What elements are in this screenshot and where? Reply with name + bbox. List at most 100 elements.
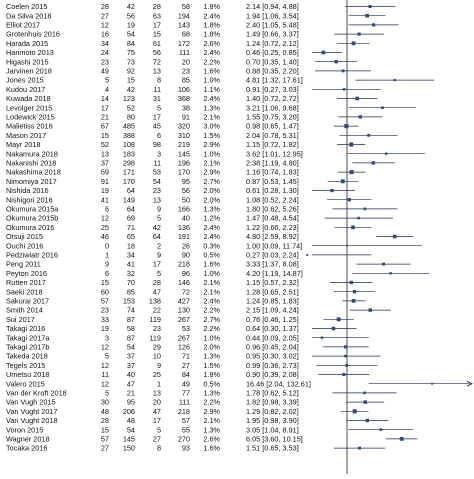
total-group1: 64 xyxy=(127,186,135,195)
study-label: Van Vught 2017 xyxy=(6,407,58,416)
total-group2: 427 xyxy=(178,297,190,306)
study-label: Van Vugh 2015 xyxy=(6,398,56,407)
study-label: Rutten 2017 xyxy=(6,278,46,287)
weight-label: 1.5% xyxy=(203,131,220,140)
ci-arrow xyxy=(466,380,474,387)
total-group2: 90 xyxy=(182,251,190,260)
point-estimate xyxy=(363,400,367,404)
study-label: Da Silva 2018 xyxy=(6,11,51,20)
total-group2: 106 xyxy=(178,85,190,94)
events-group1: 57 xyxy=(101,435,109,444)
events-group1: 23 xyxy=(101,306,109,315)
total-group2: 55 xyxy=(182,425,190,434)
study-label: Van Vught 2018 xyxy=(6,416,58,425)
events-group2: 28 xyxy=(153,2,161,11)
point-estimate xyxy=(384,152,388,155)
total-group2: 20 xyxy=(182,57,190,66)
total-group2: 310 xyxy=(178,131,190,140)
point-estimate xyxy=(363,391,366,395)
point-estimate xyxy=(389,272,392,275)
total-group1: 54 xyxy=(127,425,135,434)
events-group1: 37 xyxy=(101,159,109,168)
point-estimate xyxy=(346,244,348,247)
weight-label: 2.2% xyxy=(203,324,220,333)
study-label: Van der Kroft 2018 xyxy=(6,389,67,398)
study-label: Sui 2017 xyxy=(6,315,35,324)
ci-label: 1.55 [0.75, 3.20] xyxy=(246,113,299,122)
point-estimate xyxy=(357,216,361,220)
weight-label: 1.2% xyxy=(203,214,220,223)
study-label: Mayr 2018 xyxy=(6,140,40,149)
weight-label: 1.3% xyxy=(203,205,220,214)
point-estimate xyxy=(321,50,326,55)
events-group1: 24 xyxy=(101,48,109,57)
weight-label: 2.7% xyxy=(203,315,220,324)
study-label: Elliot 2017 xyxy=(6,21,40,30)
point-estimate xyxy=(352,290,357,294)
ci-label: 0.87 [0.53, 1.45] xyxy=(246,177,299,186)
study-label: Lodewick 2015 xyxy=(6,113,55,122)
total-group1: 21 xyxy=(127,389,135,398)
events-group1: 12 xyxy=(101,343,109,352)
ci-label: 3.05 [1.04, 8.91] xyxy=(246,425,299,434)
events-group1: 67 xyxy=(101,122,109,131)
ci-label: 0.99 [0.36, 2.73] xyxy=(246,361,299,370)
total-group1: 171 xyxy=(123,168,135,177)
total-group2: 27 xyxy=(182,361,190,370)
events-group2: 47 xyxy=(153,407,161,416)
events-group2: 9 xyxy=(157,361,161,370)
study-label: Okumura 2015a xyxy=(6,205,59,214)
total-group2: 50 xyxy=(182,195,190,204)
events-group1: 6 xyxy=(105,269,109,278)
point-estimate xyxy=(393,78,396,82)
study-label: Wagner 2018 xyxy=(6,435,50,444)
ci-label: 0.91 [0.27, 3.03] xyxy=(246,85,299,94)
point-estimate xyxy=(399,436,404,441)
total-group2: 270 xyxy=(178,435,190,444)
events-group1: 11 xyxy=(101,370,109,379)
study-label: Jarvinen 2018 xyxy=(6,67,52,76)
total-group2: 56 xyxy=(182,186,190,195)
weight-label: 1.3% xyxy=(203,352,220,361)
study-label: Okumura 2016 xyxy=(6,223,54,232)
point-estimate xyxy=(344,345,348,349)
events-group1: 34 xyxy=(101,39,109,48)
events-group2: 56 xyxy=(153,48,161,57)
ci-label: 0.64 [0.30, 1.37] xyxy=(246,324,299,333)
total-group1: 298 xyxy=(123,159,135,168)
study-label: Umetsu 2018 xyxy=(6,370,49,379)
point-estimate xyxy=(352,409,357,414)
weight-label: 2.7% xyxy=(203,177,220,186)
study-label: Tegels 2015 xyxy=(6,361,45,370)
events-group1: 15 xyxy=(101,425,109,434)
ci-label: 2.04 [0.78, 5.31] xyxy=(246,131,299,140)
weight-label: 1.3% xyxy=(203,425,220,434)
weight-label: 2.2% xyxy=(203,57,220,66)
ci-label: 1.28 [0.65, 2.51] xyxy=(246,287,299,296)
events-group1: 12 xyxy=(101,21,109,30)
weight-label: 2.4% xyxy=(203,297,220,306)
total-group1: 73 xyxy=(127,57,135,66)
events-group1: 60 xyxy=(101,287,109,296)
events-group2: 54 xyxy=(153,177,161,186)
ci-label: 4.20 [1.19, 14.87] xyxy=(246,269,303,278)
total-group1: 47 xyxy=(127,379,135,388)
ci-label: 3.33 [1.37, 8.08] xyxy=(246,260,299,269)
study-label: Takagi 2017a xyxy=(6,333,50,342)
study-label: Peyton 2016 xyxy=(6,269,47,278)
events-group1: 4 xyxy=(105,85,109,94)
total-group2: 172 xyxy=(178,39,190,48)
point-estimate xyxy=(334,59,338,64)
point-estimate xyxy=(368,4,372,9)
total-group2: 85 xyxy=(182,76,190,85)
events-group2: 10 xyxy=(153,352,161,361)
events-group2: 20 xyxy=(153,398,161,407)
total-group2: 136 xyxy=(178,223,190,232)
events-group1: 46 xyxy=(101,232,109,241)
total-group2: 53 xyxy=(182,324,190,333)
total-group1: 69 xyxy=(127,214,135,223)
events-group1: 27 xyxy=(101,444,109,453)
total-group2: 40 xyxy=(182,214,190,223)
total-group2: 166 xyxy=(178,205,190,214)
